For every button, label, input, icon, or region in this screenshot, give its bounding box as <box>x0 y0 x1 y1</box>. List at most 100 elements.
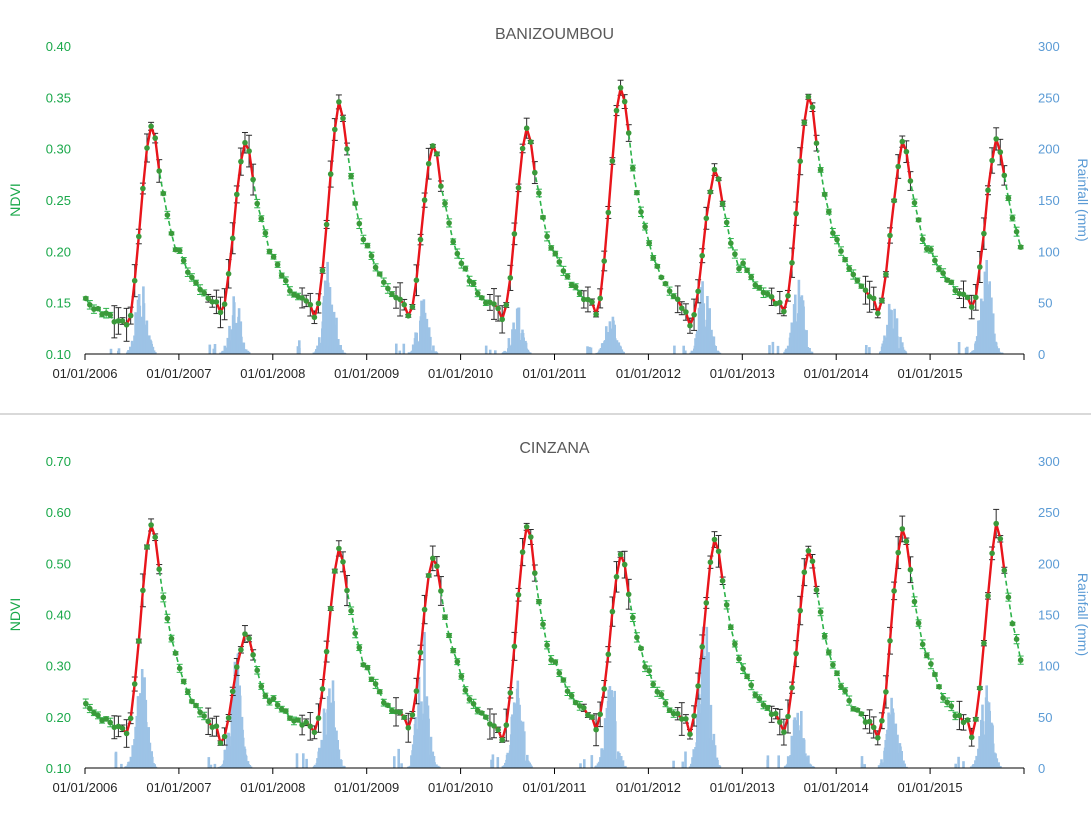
rainfall-bar <box>139 693 142 768</box>
ndvi-point <box>303 719 310 726</box>
rainfall-bar <box>213 344 217 354</box>
rainfall-bar <box>805 330 808 354</box>
ndvi-point <box>956 712 963 719</box>
ndvi-point <box>450 647 457 654</box>
ndvi-point <box>511 643 518 650</box>
rainfall-bar <box>988 281 991 354</box>
ndvi-point <box>450 238 457 245</box>
ndvi-point <box>303 298 310 304</box>
ndvi-point <box>83 700 89 707</box>
ndvi-point <box>854 277 861 284</box>
ndvi-point <box>711 166 718 173</box>
ndvi-point <box>413 277 420 284</box>
ndvi-point <box>164 212 171 218</box>
ndvi-point <box>519 145 526 152</box>
ndvi-point <box>425 160 432 167</box>
ndvi-point <box>932 671 938 678</box>
ndvi-point <box>229 688 236 695</box>
rainfall-bar <box>213 763 217 768</box>
rainfall-bar <box>296 346 300 354</box>
ndvi-point <box>597 295 603 302</box>
ndvi-point <box>213 299 220 305</box>
ndvi-point <box>683 309 689 315</box>
ndvi-point <box>536 190 542 196</box>
rainfall-bar <box>496 757 500 768</box>
rainfall-bar <box>988 710 991 768</box>
ndvi-point <box>217 309 224 316</box>
y2-tick-label: 200 <box>1038 142 1060 157</box>
ndvi-point <box>409 712 416 718</box>
y-tick-label: 0.10 <box>46 761 71 776</box>
ndvi-point <box>670 710 677 717</box>
ndvi-point <box>903 148 910 155</box>
ndvi-point <box>658 691 665 698</box>
rainfall-bar <box>622 352 625 354</box>
ndvi-point <box>205 295 211 302</box>
x-tick-label: 01/01/2011 <box>522 366 586 381</box>
ndvi-point <box>699 252 705 259</box>
rainfall-bar <box>619 756 623 768</box>
ndvi-point <box>91 306 97 312</box>
ndvi-point <box>564 273 571 280</box>
ndvi-point <box>977 685 983 691</box>
ndvi-point <box>589 714 595 720</box>
ndvi-point <box>932 257 938 264</box>
ndvi-point <box>274 261 281 268</box>
rainfall-bar <box>709 704 713 768</box>
ndvi-point <box>344 146 350 152</box>
ndvi-point <box>956 290 963 297</box>
ndvi-point <box>768 294 775 300</box>
ndvi-point <box>683 716 689 722</box>
y2-tick-label: 100 <box>1038 659 1060 674</box>
ndvi-point <box>638 209 644 215</box>
ndvi-point <box>442 614 448 620</box>
rainfall-bar <box>145 722 148 768</box>
ndvi-point <box>144 544 150 550</box>
ndvi-point <box>858 711 865 717</box>
ndvi-point <box>801 569 808 575</box>
ndvi-point <box>691 713 697 719</box>
ndvi-point <box>344 587 350 594</box>
ndvi-point <box>772 710 779 717</box>
ndvi-point <box>777 299 783 306</box>
ndvi-point <box>532 570 538 576</box>
ndvi-point <box>862 287 869 294</box>
rainfall-bar <box>530 766 533 768</box>
ndvi-point <box>719 578 726 584</box>
ndvi-point <box>103 716 109 722</box>
ndvi-point <box>785 713 791 720</box>
rainfall-bar <box>966 346 969 354</box>
ndvi-point <box>1001 567 1008 574</box>
ndvi-point <box>507 690 514 696</box>
ndvi-point <box>948 279 955 286</box>
rainfall-bar <box>865 345 868 354</box>
ndvi-point <box>205 718 211 725</box>
ndvi-point <box>911 598 918 605</box>
ndvi-point <box>756 695 763 702</box>
ndvi-point <box>364 664 371 671</box>
ndvi-point <box>699 644 705 650</box>
x-tick-label: 01/01/2014 <box>804 366 869 381</box>
x-tick-label: 01/01/2008 <box>240 780 305 795</box>
ndvi-point <box>744 673 750 680</box>
rainfall-bar <box>601 749 605 768</box>
rainfall-bar <box>590 755 594 768</box>
ndvi-point <box>662 700 669 706</box>
ndvi-point <box>283 277 289 284</box>
ndvi-point <box>642 223 648 230</box>
ndvi-point <box>511 231 518 237</box>
ndvi-point <box>327 171 334 177</box>
rainfall-bar <box>682 345 685 354</box>
ndvi-point <box>834 236 840 243</box>
rainfall-bar <box>129 346 132 354</box>
ndvi-point <box>625 130 632 136</box>
ndvi-point <box>507 275 514 281</box>
ndvi-point <box>899 138 906 145</box>
ndvi-point <box>364 242 371 249</box>
rainfall-bar <box>800 711 803 768</box>
ndvi-point <box>152 135 158 141</box>
ndvi-point <box>225 715 232 721</box>
rainfall-bar <box>402 343 406 354</box>
ndvi-point <box>834 670 840 677</box>
ndvi-season-line <box>113 86 1006 327</box>
